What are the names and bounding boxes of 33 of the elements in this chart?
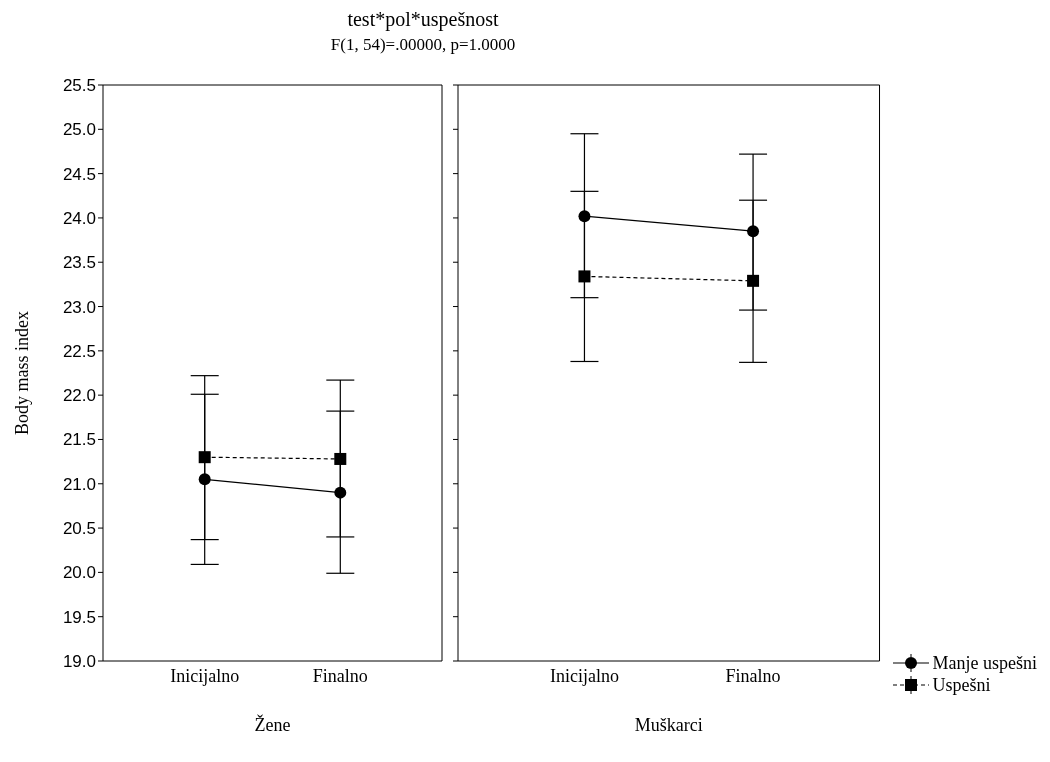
y-tick-label: 25.0 [62,120,96,140]
y-tick-label: 23.5 [62,253,96,273]
y-tick-label: 22.0 [62,386,96,406]
y-tick-label: 19.5 [62,607,96,627]
point [747,274,760,287]
point [334,486,347,499]
y-tick-label: 21.5 [62,430,96,450]
chart-title: test*pol*uspešnost [346,8,500,31]
x-tick-label: Inicijalno [549,665,619,686]
legend-label: Uspešni [932,674,991,696]
point [578,210,591,223]
y-tick-label: 19.0 [62,652,96,672]
y-tick-label: 20.0 [62,563,96,583]
y-axis-title: Body mass index [12,311,33,435]
y-tick-label: 24.5 [62,164,96,184]
point [578,270,591,283]
x-axis-title: Muškarci [634,715,703,735]
point [198,473,211,486]
y-tick-label: 25.5 [62,76,96,96]
x-tick-label: Inicijalno [170,665,240,686]
y-tick-label: 22.5 [62,341,96,361]
y-tick-label: 23.0 [62,297,96,317]
legend-label: Manje uspešni [932,652,1037,674]
chart-subtitle: F(1, 54)=.00000, p=1.0000 [329,35,517,55]
x-tick-label: Finalno [312,665,368,686]
x-tick-label: Finalno [725,665,781,686]
point [198,451,211,464]
x-axis-title: Žene [254,714,291,735]
y-tick-label: 21.0 [62,474,96,494]
y-tick-label: 24.0 [62,208,96,228]
point [334,452,347,465]
point [747,225,760,238]
y-tick-label: 20.5 [62,519,96,539]
